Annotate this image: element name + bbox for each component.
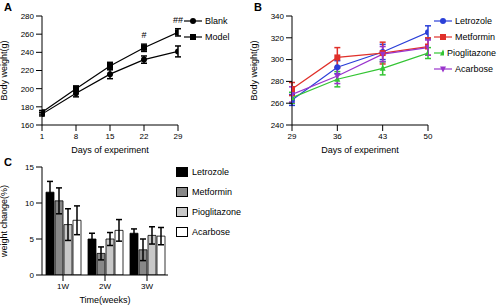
svg-text:22: 22 <box>140 132 149 141</box>
svg-text:280: 280 <box>271 77 285 86</box>
svg-text:Body weight(g): Body weight(g) <box>8 40 9 100</box>
html-text:Acarbose: Acarbose <box>192 227 230 237</box>
svg-text:Days of experiment: Days of experiment <box>71 145 149 155</box>
svg-text:2W: 2W <box>99 282 111 291</box>
svg-text:300: 300 <box>271 55 285 64</box>
svg-text:10: 10 <box>25 199 34 208</box>
svg-text:15: 15 <box>106 132 115 141</box>
html-text:Model: Model <box>205 32 230 42</box>
svg-text:260: 260 <box>21 30 35 39</box>
svg-text:1W: 1W <box>57 282 69 291</box>
svg-text:260: 260 <box>271 99 285 108</box>
svg-text:36: 36 <box>333 132 342 141</box>
html-text:Blank: Blank <box>205 16 228 26</box>
svg-text:0: 0 <box>30 271 35 280</box>
svg-text:340: 340 <box>271 12 285 21</box>
html-text:Pioglitazone: Pioglitazone <box>192 207 241 217</box>
html-text:Pioglitazone: Pioglitazone <box>447 48 496 58</box>
svg-text:180: 180 <box>21 103 35 112</box>
html-text:B: B <box>254 1 262 13</box>
svg-text:240: 240 <box>271 121 285 130</box>
svg-text:50: 50 <box>424 132 433 141</box>
svg-text:1: 1 <box>40 132 45 141</box>
svg-text:280: 280 <box>21 12 35 21</box>
svg-text:160: 160 <box>21 121 35 130</box>
svg-text:5: 5 <box>30 235 35 244</box>
svg-text:Time(weeks): Time(weeks) <box>79 295 130 305</box>
html-text:C: C <box>4 156 12 168</box>
svg-text:#: # <box>141 30 146 40</box>
svg-text:3W: 3W <box>141 282 153 291</box>
svg-text:240: 240 <box>21 48 35 57</box>
html-text:Metformin: Metformin <box>192 187 232 197</box>
html-text:Metformin: Metformin <box>455 32 495 42</box>
svg-text:43: 43 <box>378 132 387 141</box>
html-text:Letrozole: Letrozole <box>455 16 492 26</box>
html-text:A: A <box>4 1 12 13</box>
svg-text:200: 200 <box>21 85 35 94</box>
svg-text:Days of experiment: Days of experiment <box>321 145 399 155</box>
svg-text:Body weight(g): Body weight(g) <box>250 40 259 100</box>
svg-text:##: ## <box>173 15 183 25</box>
svg-text:29: 29 <box>288 132 297 141</box>
html-text:Acarbose: Acarbose <box>455 64 493 74</box>
svg-text:320: 320 <box>271 34 285 43</box>
svg-text:8: 8 <box>74 132 79 141</box>
html-text:Letrozole: Letrozole <box>192 167 229 177</box>
svg-text:15: 15 <box>25 163 34 172</box>
svg-text:29: 29 <box>174 132 183 141</box>
svg-text:weight change(%): weight change(%) <box>8 185 9 258</box>
svg-text:220: 220 <box>21 66 35 75</box>
